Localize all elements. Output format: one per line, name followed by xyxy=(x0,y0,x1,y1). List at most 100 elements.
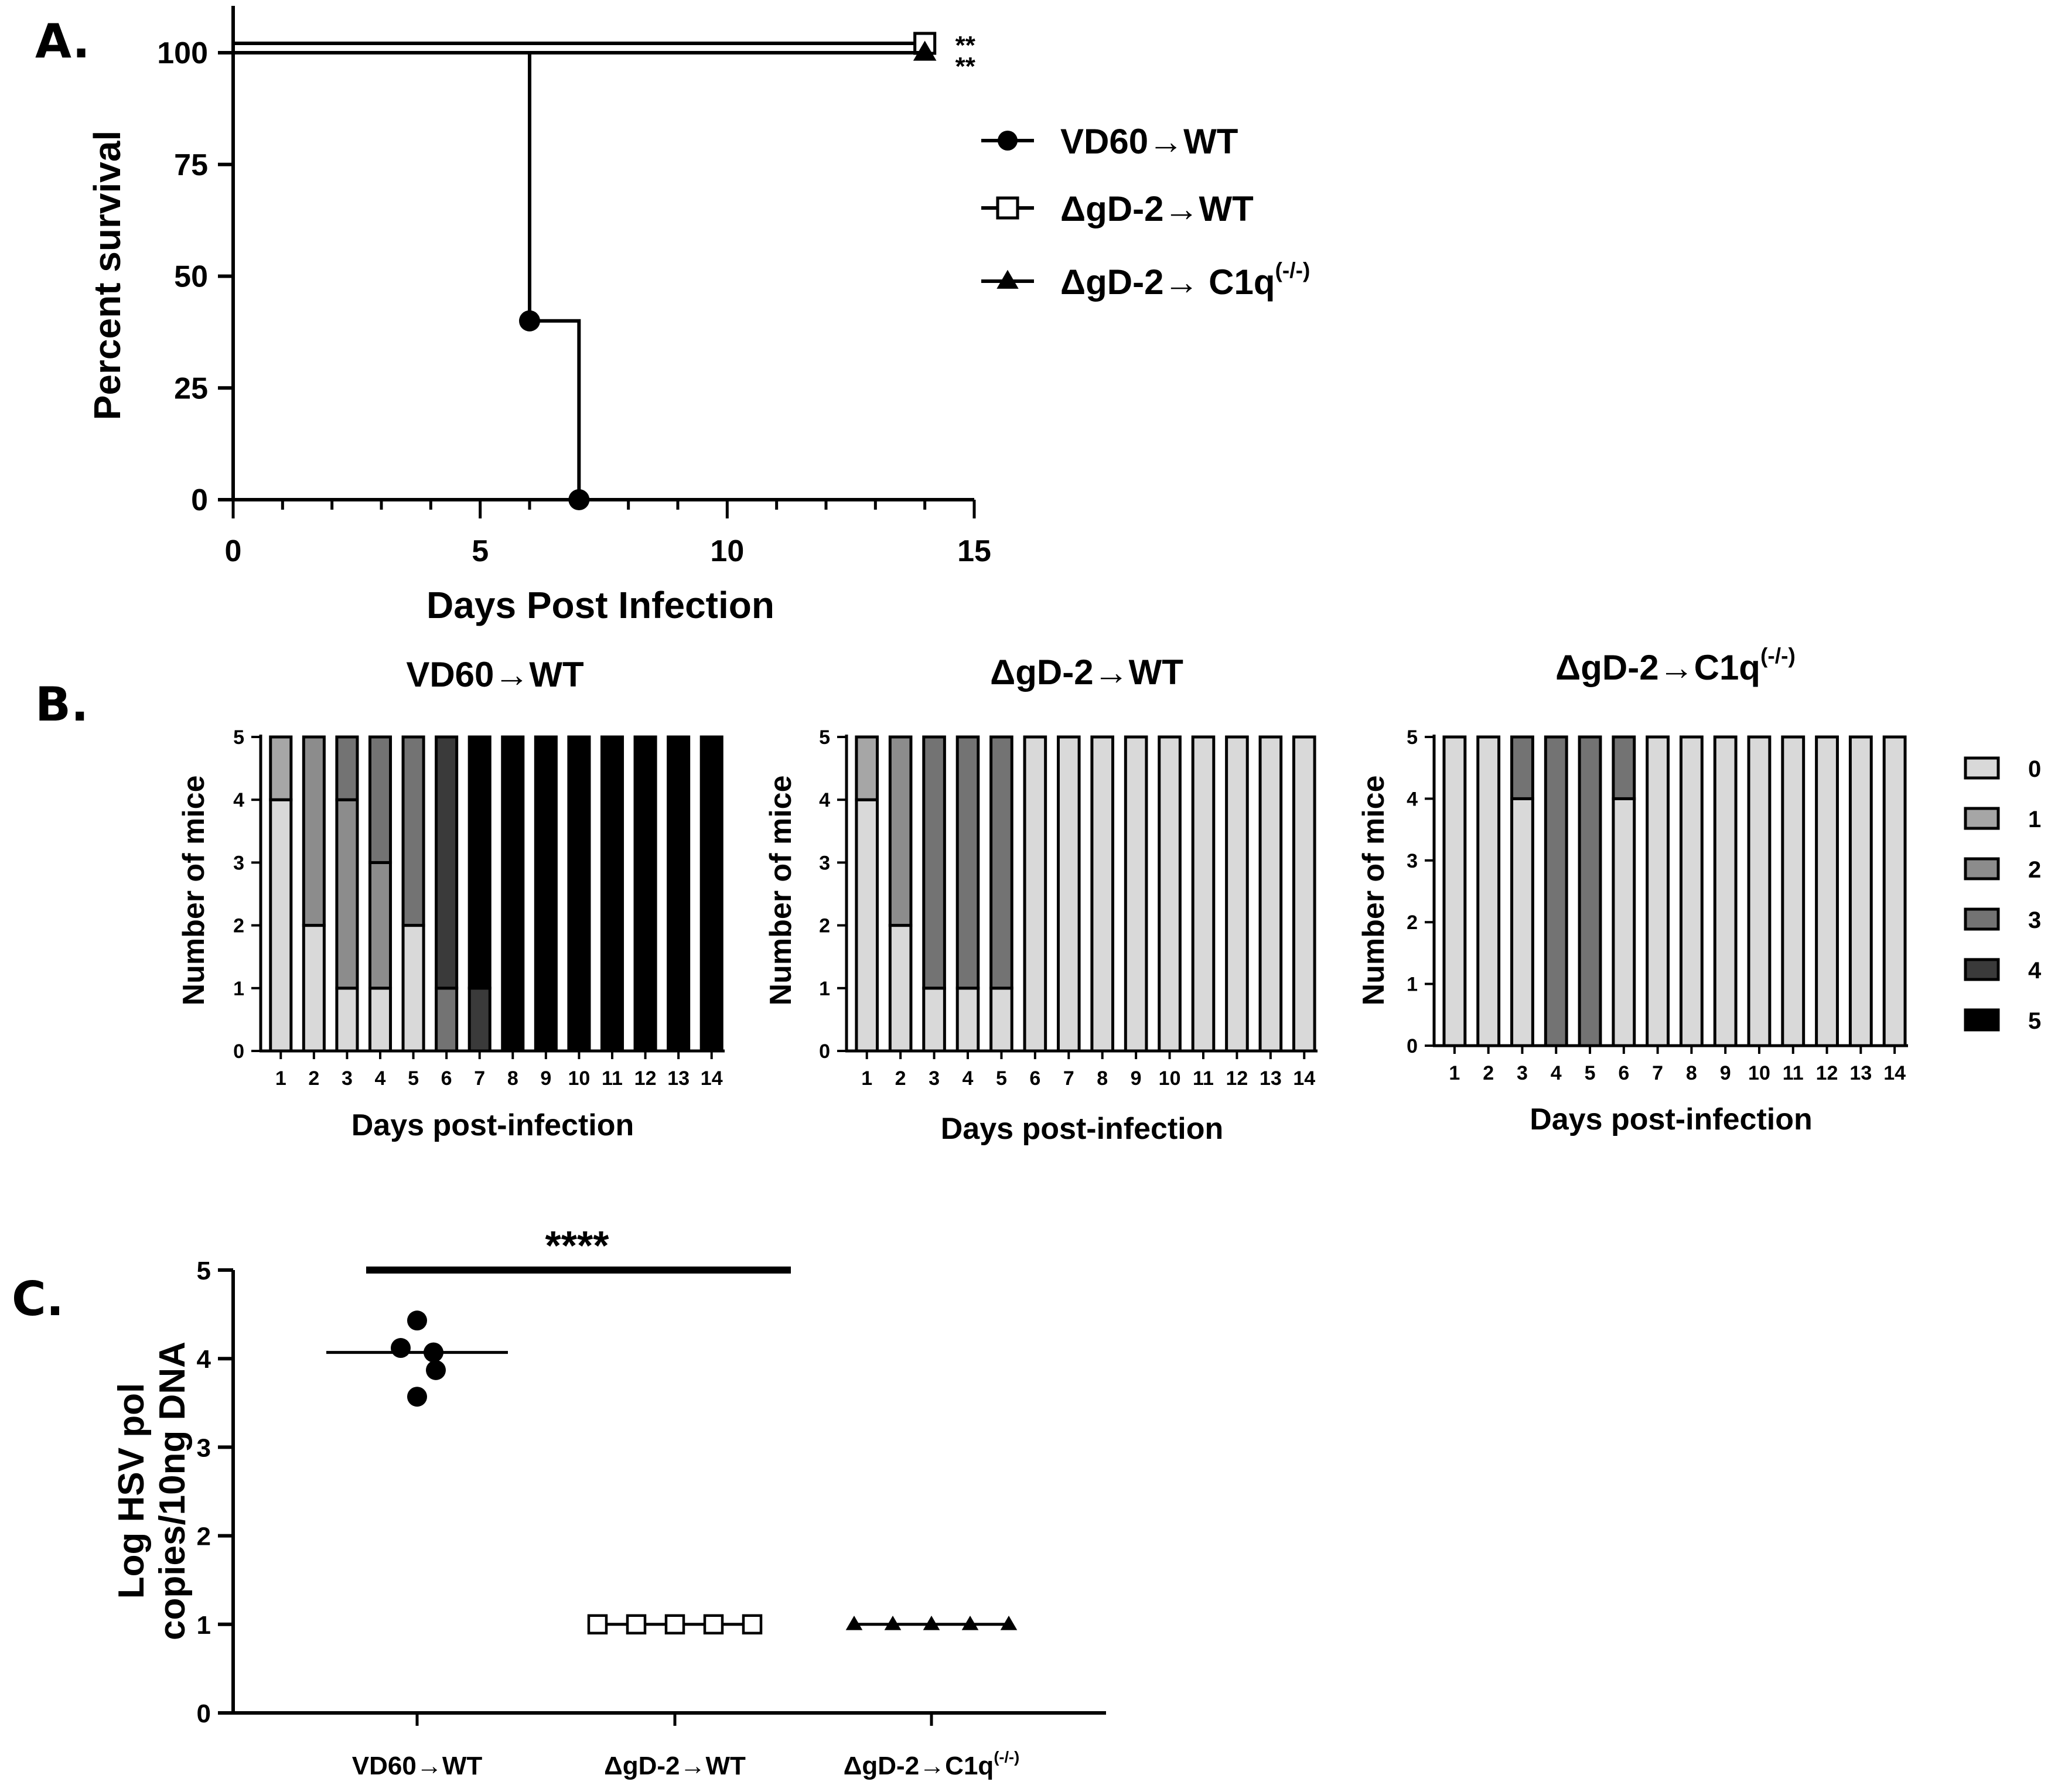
clinical-score-x-tick-label: 12 xyxy=(1816,1062,1838,1084)
clinical-score-x-tick-label: 14 xyxy=(1293,1067,1315,1090)
clinical-score-bar xyxy=(1258,735,1283,1053)
survival-legend-label-main: VD60→WT xyxy=(1060,122,1238,161)
clinical-score-x-tick-label: 9 xyxy=(540,1067,551,1090)
clinical-score-bar-segment xyxy=(534,735,558,1053)
clinical-score-x-tick-label: 5 xyxy=(1585,1062,1596,1084)
viral-load-y-tick-label: 2 xyxy=(197,1523,211,1551)
clinical-score-bar xyxy=(1882,735,1907,1047)
viral-load-group-1: VD60→WT xyxy=(326,1310,508,1780)
clinical-score-bar-segment xyxy=(401,924,425,1053)
viral-load-x-tick-label-main: ΔgD-2→WT xyxy=(604,1752,746,1780)
clinical-score-bar-segment xyxy=(1578,735,1602,1047)
clinical-score-bar-segment xyxy=(1848,735,1873,1047)
clinical-score-bar-segment xyxy=(888,735,913,927)
viral-load-chart: Log HSV pol copies/10ng DNA 0 1 2 3 4 5 **** VD… xyxy=(111,1223,1106,1780)
clinical-score-bar-segment xyxy=(302,735,326,927)
viral-load-content: 0 1 2 3 4 5 **** VD60→WT ΔgD-2→WT ΔgD-2→C1q(-/-) xyxy=(197,1223,1020,1780)
clinical-score-bar-segment xyxy=(368,987,393,1053)
clinical-score-x-tick-label: 6 xyxy=(1029,1067,1040,1090)
survival-legend-item: ΔgD-2→ C1q(-/-) xyxy=(981,258,1310,302)
clinical-score-bar-segment xyxy=(855,735,879,801)
survival-x-label: Days Post Infection xyxy=(426,584,774,626)
clinical-score-bar-segment xyxy=(989,735,1013,990)
clinical-score-y-tick-label: 4 xyxy=(233,789,244,811)
clinical-score-x-tick-label: 11 xyxy=(602,1067,623,1090)
viral-load-point xyxy=(587,1614,608,1635)
clinical-score-x-label: Days post-infection xyxy=(1530,1102,1813,1136)
viral-load-point xyxy=(1000,1615,1018,1630)
viral-load-group-2: ΔgD-2→WT xyxy=(587,1614,763,1780)
survival-y-tick-label: 100 xyxy=(157,36,208,70)
clinical-score-bar xyxy=(1713,735,1738,1047)
survival-legend-item: VD60→WT xyxy=(981,122,1238,161)
clinical-score-y-tick-label: 1 xyxy=(233,978,244,1000)
viral-load-significance-label: **** xyxy=(545,1223,610,1268)
viral-load-x-tick-label: ΔgD-2→C1q(-/-) xyxy=(844,1748,1019,1780)
clinical-score-bar xyxy=(401,735,425,1053)
survival-y-label: Percent survival xyxy=(86,131,128,421)
clinical-score-x-tick-label: 10 xyxy=(1159,1067,1181,1090)
clinical-score-bar xyxy=(1544,735,1568,1047)
clinical-score-legend-swatch xyxy=(1964,807,2000,830)
clinical-score-bar xyxy=(1442,735,1467,1047)
viral-load-point xyxy=(703,1614,724,1635)
clinical-score-legend-item: 4 xyxy=(1964,958,2042,984)
clinical-score-bar-segment xyxy=(1476,735,1501,1047)
clinical-score-y-tick-label: 1 xyxy=(1407,974,1418,996)
survival-y-ticks: 0 25 50 75 100 xyxy=(157,36,233,517)
survival-x-tick-label: 10 xyxy=(710,534,744,568)
survival-series: **** xyxy=(233,31,976,510)
clinical-score-x-tick-label: 14 xyxy=(701,1067,723,1090)
survival-y-tick-label: 0 xyxy=(191,483,208,517)
clinical-score-legend: 0 1 2 3 4 5 xyxy=(1964,756,2042,1034)
clinical-score-x-tick-label: 2 xyxy=(895,1067,906,1090)
clinical-score-x-tick-label: 5 xyxy=(996,1067,1007,1090)
clinical-score-bar xyxy=(368,735,393,1053)
clinical-score-x-tick-label: 8 xyxy=(507,1067,518,1090)
clinical-score-bar xyxy=(501,735,525,1053)
clinical-score-bar xyxy=(1158,735,1182,1053)
clinical-score-y-tick-label: 4 xyxy=(819,789,830,811)
clinical-score-bar-segment xyxy=(955,735,980,990)
clinical-score-bar-segment xyxy=(1191,735,1216,1053)
clinical-score-bar xyxy=(1023,735,1047,1053)
clinical-score-bar-segment xyxy=(335,798,359,990)
clinical-score-bar xyxy=(1848,735,1873,1047)
clinical-score-subplot-title-superscript: (-/-) xyxy=(1760,643,1796,668)
clinical-score-x-tick-label: 9 xyxy=(1131,1067,1142,1090)
clinical-score-legend-label: 5 xyxy=(2028,1008,2041,1034)
clinical-score-x-tick-label: 2 xyxy=(308,1067,319,1090)
clinical-score-x-tick-label: 7 xyxy=(1652,1062,1663,1084)
clinical-score-subplot-title-main: VD60→WT xyxy=(406,655,583,694)
clinical-score-bar-segment xyxy=(401,735,425,927)
clinical-score-bar-segment xyxy=(699,735,723,1053)
clinical-score-x-tick-label: 13 xyxy=(667,1067,690,1090)
clinical-score-bar xyxy=(467,735,492,1053)
viral-load-point xyxy=(426,1360,446,1380)
clinical-score-x-tick-label: 6 xyxy=(441,1067,452,1090)
clinical-score-x-tick-label: 4 xyxy=(963,1067,974,1090)
clinical-score-x-tick-label: 5 xyxy=(408,1067,419,1090)
clinical-score-y-tick-label: 4 xyxy=(1407,788,1418,810)
survival-legend-label: VD60→WT xyxy=(1060,122,1238,161)
clinical-score-bar-segment xyxy=(1510,797,1534,1047)
viral-load-point xyxy=(626,1614,647,1635)
clinical-score-bar xyxy=(667,735,691,1053)
viral-load-point xyxy=(923,1615,940,1630)
clinical-score-x-tick-label: 7 xyxy=(474,1067,485,1090)
clinical-score-bar-segment xyxy=(435,987,459,1053)
clinical-score-bar-segment xyxy=(1090,735,1115,1053)
clinical-score-bar xyxy=(600,735,624,1053)
clinical-score-legend-label: 4 xyxy=(2028,958,2042,984)
viral-load-x-tick-label-main: ΔgD-2→C1q xyxy=(844,1752,994,1780)
clinical-score-bar xyxy=(302,735,326,1053)
clinical-score-bar-segment xyxy=(955,987,980,1053)
clinical-score-bar-segment xyxy=(1056,735,1081,1053)
clinical-score-x-tick-label: 13 xyxy=(1260,1067,1282,1090)
clinical-score-bar xyxy=(1476,735,1501,1047)
clinical-score-legend-label: 3 xyxy=(2028,907,2041,933)
clinical-score-bar xyxy=(1612,735,1636,1047)
clinical-score-x-tick-label: 8 xyxy=(1097,1067,1108,1090)
